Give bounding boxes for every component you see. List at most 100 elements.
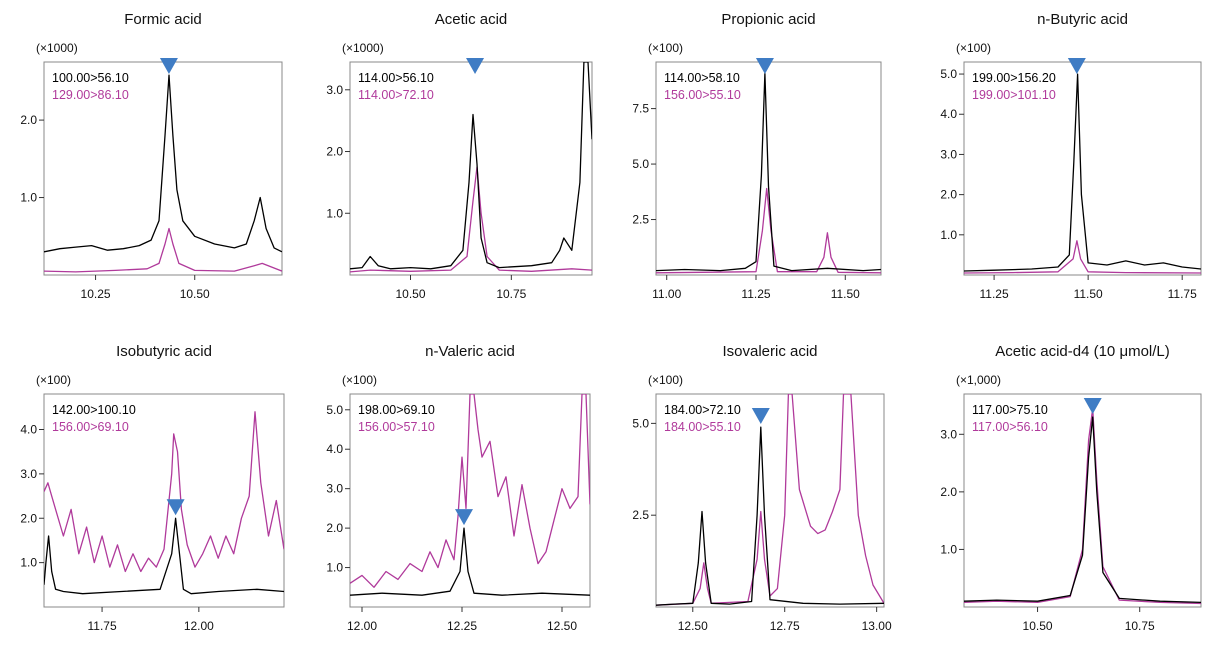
trace-primary: [350, 62, 592, 270]
peak-marker-icon: [751, 408, 770, 425]
y-tick-label: 2.5: [632, 213, 649, 227]
series-label: 156.00>55.10: [664, 88, 741, 102]
series-label: 156.00>57.10: [358, 420, 435, 434]
chromatogram-panel: Acetic acid (×1000) 1.0 2.0 3.0 10.50 10.75 114…: [326, 11, 593, 301]
peak-marker-icon: [166, 499, 185, 516]
series-label: 117.00>75.10: [972, 403, 1048, 417]
y-scale-label: (×100): [648, 373, 683, 387]
y-tick-label: 3.0: [326, 482, 343, 496]
y-scale-label: (×100): [648, 41, 683, 55]
y-scale-label: (×100): [36, 373, 71, 387]
y-tick-label: 1.0: [940, 228, 957, 242]
series-label: 117.00>56.10: [972, 420, 1048, 434]
x-tick-label: 10.25: [81, 287, 111, 301]
x-tick-label: 11.50: [831, 287, 860, 301]
y-tick-label: 2.0: [940, 188, 957, 202]
x-tick-label: 11.75: [87, 619, 116, 633]
trace-secondary: [350, 394, 590, 588]
peak-marker-icon: [159, 58, 178, 74]
series-label: 198.00>69.10: [358, 403, 435, 417]
y-scale-label: (×1000): [342, 41, 384, 55]
trace-secondary: [964, 407, 1201, 605]
y-scale-label: (×1000): [36, 41, 78, 55]
peak-marker-icon: [455, 509, 473, 526]
x-tick-label: 10.75: [1125, 619, 1155, 633]
y-tick-label: 3.0: [20, 467, 37, 481]
peak-marker-icon: [466, 58, 485, 74]
trace-primary: [350, 527, 590, 596]
peak-marker-icon: [755, 58, 774, 74]
series-label: 129.00>86.10: [52, 88, 129, 102]
chart-title: Acetic acid: [435, 11, 508, 28]
chart-title: Propionic acid: [721, 11, 815, 28]
y-tick-label: 3.0: [940, 147, 957, 161]
x-tick-label: 11.75: [1168, 287, 1197, 301]
y-tick-label: 2.0: [20, 511, 37, 525]
x-tick-label: 12.75: [770, 619, 800, 633]
x-tick-label: 12.50: [678, 619, 708, 633]
y-tick-label: 4.0: [940, 107, 957, 121]
y-tick-label: 5.0: [632, 157, 649, 171]
trace-secondary: [44, 227, 282, 273]
y-tick-label: 2.0: [326, 521, 343, 535]
y-tick-label: 2.0: [20, 113, 37, 127]
series-label: 199.00>101.10: [972, 88, 1056, 102]
y-tick-label: 1.0: [326, 206, 343, 220]
trace-secondary: [44, 411, 284, 573]
x-tick-label: 13.00: [862, 619, 892, 633]
plot-frame: [963, 393, 1202, 608]
chart-title: Acetic acid-d4 (10 μmol/L): [995, 343, 1170, 360]
chromatogram-panel: Isovaleric acid (×100) 2.5 5.0 12.50 12.75 13.…: [632, 343, 892, 633]
x-tick-label: 10.50: [395, 287, 425, 301]
y-scale-label: (×100): [342, 373, 377, 387]
y-tick-label: 7.5: [632, 102, 649, 116]
y-tick-label: 1.0: [326, 561, 343, 575]
chromatogram-panel: Isobutyric acid (×100) 1.0 2.0 3.0 4.0 11.75 12…: [20, 343, 285, 633]
trace-primary: [44, 74, 282, 253]
x-tick-label: 10.75: [496, 287, 526, 301]
y-tick-label: 5.0: [940, 67, 957, 81]
y-tick-label: 1.0: [940, 542, 957, 556]
y-tick-label: 4.0: [326, 442, 343, 456]
series-label: 156.00>69.10: [52, 420, 129, 434]
chart-title: Formic acid: [124, 11, 202, 28]
chromatogram-panel: Acetic acid-d4 (10 μmol/L) (×1,000) 1.0 2.0…: [940, 343, 1202, 633]
series-label: 100.00>56.10: [52, 71, 129, 85]
y-tick-label: 1.0: [20, 556, 37, 570]
y-tick-label: 2.5: [632, 508, 649, 522]
y-tick-label: 5.0: [326, 403, 343, 417]
x-tick-label: 11.50: [1074, 287, 1103, 301]
trace-primary: [656, 426, 884, 606]
chromatogram-panel: Propionic acid (×100) 2.5 5.0 7.5 11.00 11.25 1…: [632, 11, 882, 301]
x-tick-label: 11.00: [652, 287, 681, 301]
trace-secondary: [656, 394, 884, 606]
plot-frame: [43, 393, 285, 608]
trace-primary: [964, 416, 1201, 604]
y-tick-label: 3.0: [326, 83, 343, 97]
y-tick-label: 5.0: [632, 416, 649, 430]
series-label: 184.00>55.10: [664, 420, 741, 434]
chromatogram-panel: Formic acid (×1000) 1.0 2.0 10.25 10.50 100.00…: [20, 11, 283, 301]
chart-title: n-Valeric acid: [425, 343, 515, 360]
chart-title: n-Butyric acid: [1037, 11, 1128, 28]
series-label: 199.00>156.20: [972, 71, 1056, 85]
series-label: 142.00>100.10: [52, 403, 136, 417]
x-tick-label: 11.25: [980, 287, 1009, 301]
y-tick-label: 3.0: [940, 427, 957, 441]
y-tick-label: 4.0: [20, 423, 37, 437]
series-label: 114.00>58.10: [664, 71, 740, 85]
chart-title: Isobutyric acid: [116, 343, 212, 360]
x-tick-label: 12.50: [547, 619, 577, 633]
y-tick-label: 1.0: [20, 191, 37, 205]
x-tick-label: 12.25: [447, 619, 477, 633]
peak-marker-icon: [1083, 398, 1102, 415]
chart-title: Isovaleric acid: [722, 343, 817, 360]
y-tick-label: 2.0: [940, 485, 957, 499]
trace-primary: [964, 73, 1201, 272]
x-tick-label: 12.00: [347, 619, 377, 633]
trace-primary: [44, 517, 284, 595]
plot-frame: [655, 393, 885, 608]
trace-primary: [656, 72, 881, 272]
